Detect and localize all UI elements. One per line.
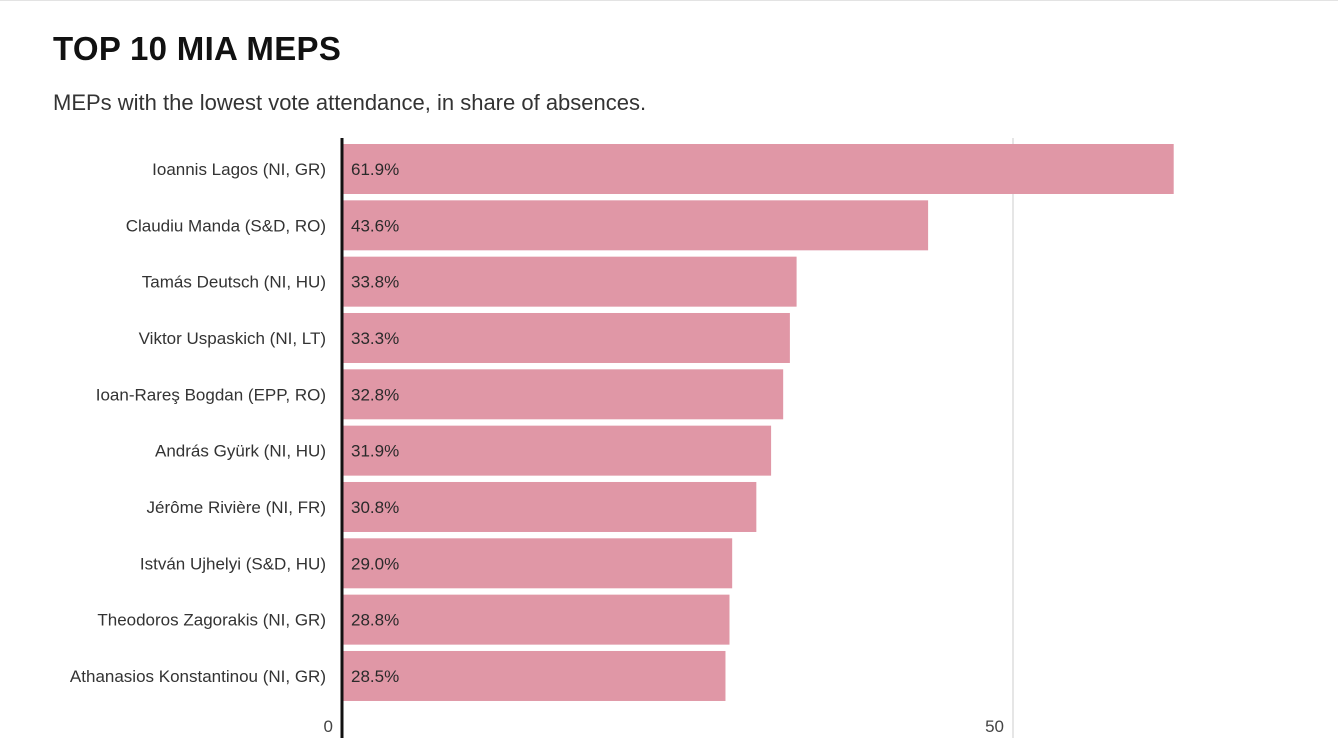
category-label: Tamás Deutsch (NI, HU) (142, 273, 326, 292)
x-tick-label-0: 0 (324, 717, 333, 736)
value-label: 29.0% (351, 554, 399, 573)
bar-3[interactable] (343, 256, 797, 307)
bar-2[interactable] (343, 200, 929, 251)
value-label: 33.3% (351, 329, 399, 348)
value-label: 30.8% (351, 498, 399, 517)
category-label: Claudiu Manda (S&D, RO) (126, 216, 326, 235)
category-label: Theodoros Zagorakis (NI, GR) (97, 611, 326, 630)
category-label: Ioan-Rareş Bogdan (EPP, RO) (96, 385, 326, 404)
category-label: Ioannis Lagos (NI, GR) (152, 160, 326, 179)
bar-10[interactable] (343, 650, 726, 701)
bar-4[interactable] (343, 312, 790, 363)
category-label: Viktor Uspaskich (NI, LT) (139, 329, 326, 348)
bar-8[interactable] (343, 538, 733, 589)
value-label: 32.8% (351, 385, 399, 404)
top-divider (0, 0, 1338, 1)
category-label: Jérôme Rivière (NI, FR) (147, 498, 326, 517)
category-label: András Gyürk (NI, HU) (155, 442, 326, 461)
category-label: István Ujhelyi (S&D, HU) (140, 554, 326, 573)
bar-7[interactable] (343, 481, 757, 532)
value-label: 28.5% (351, 667, 399, 686)
bar-6[interactable] (343, 425, 772, 476)
value-label: 43.6% (351, 216, 399, 235)
bar-1[interactable] (343, 144, 1174, 194)
value-label: 61.9% (351, 160, 399, 179)
bar-9[interactable] (343, 594, 730, 645)
value-label: 31.9% (351, 442, 399, 461)
chart-subtitle: MEPs with the lowest vote attendance, in… (53, 90, 647, 115)
bar-5[interactable] (343, 369, 784, 420)
value-label: 33.8% (351, 273, 399, 292)
category-label: Athanasios Konstantinou (NI, GR) (70, 667, 326, 686)
value-label: 28.8% (351, 611, 399, 630)
chart-title: TOP 10 MIA MEPS (53, 30, 342, 67)
x-tick-label-50: 50 (985, 717, 1004, 736)
